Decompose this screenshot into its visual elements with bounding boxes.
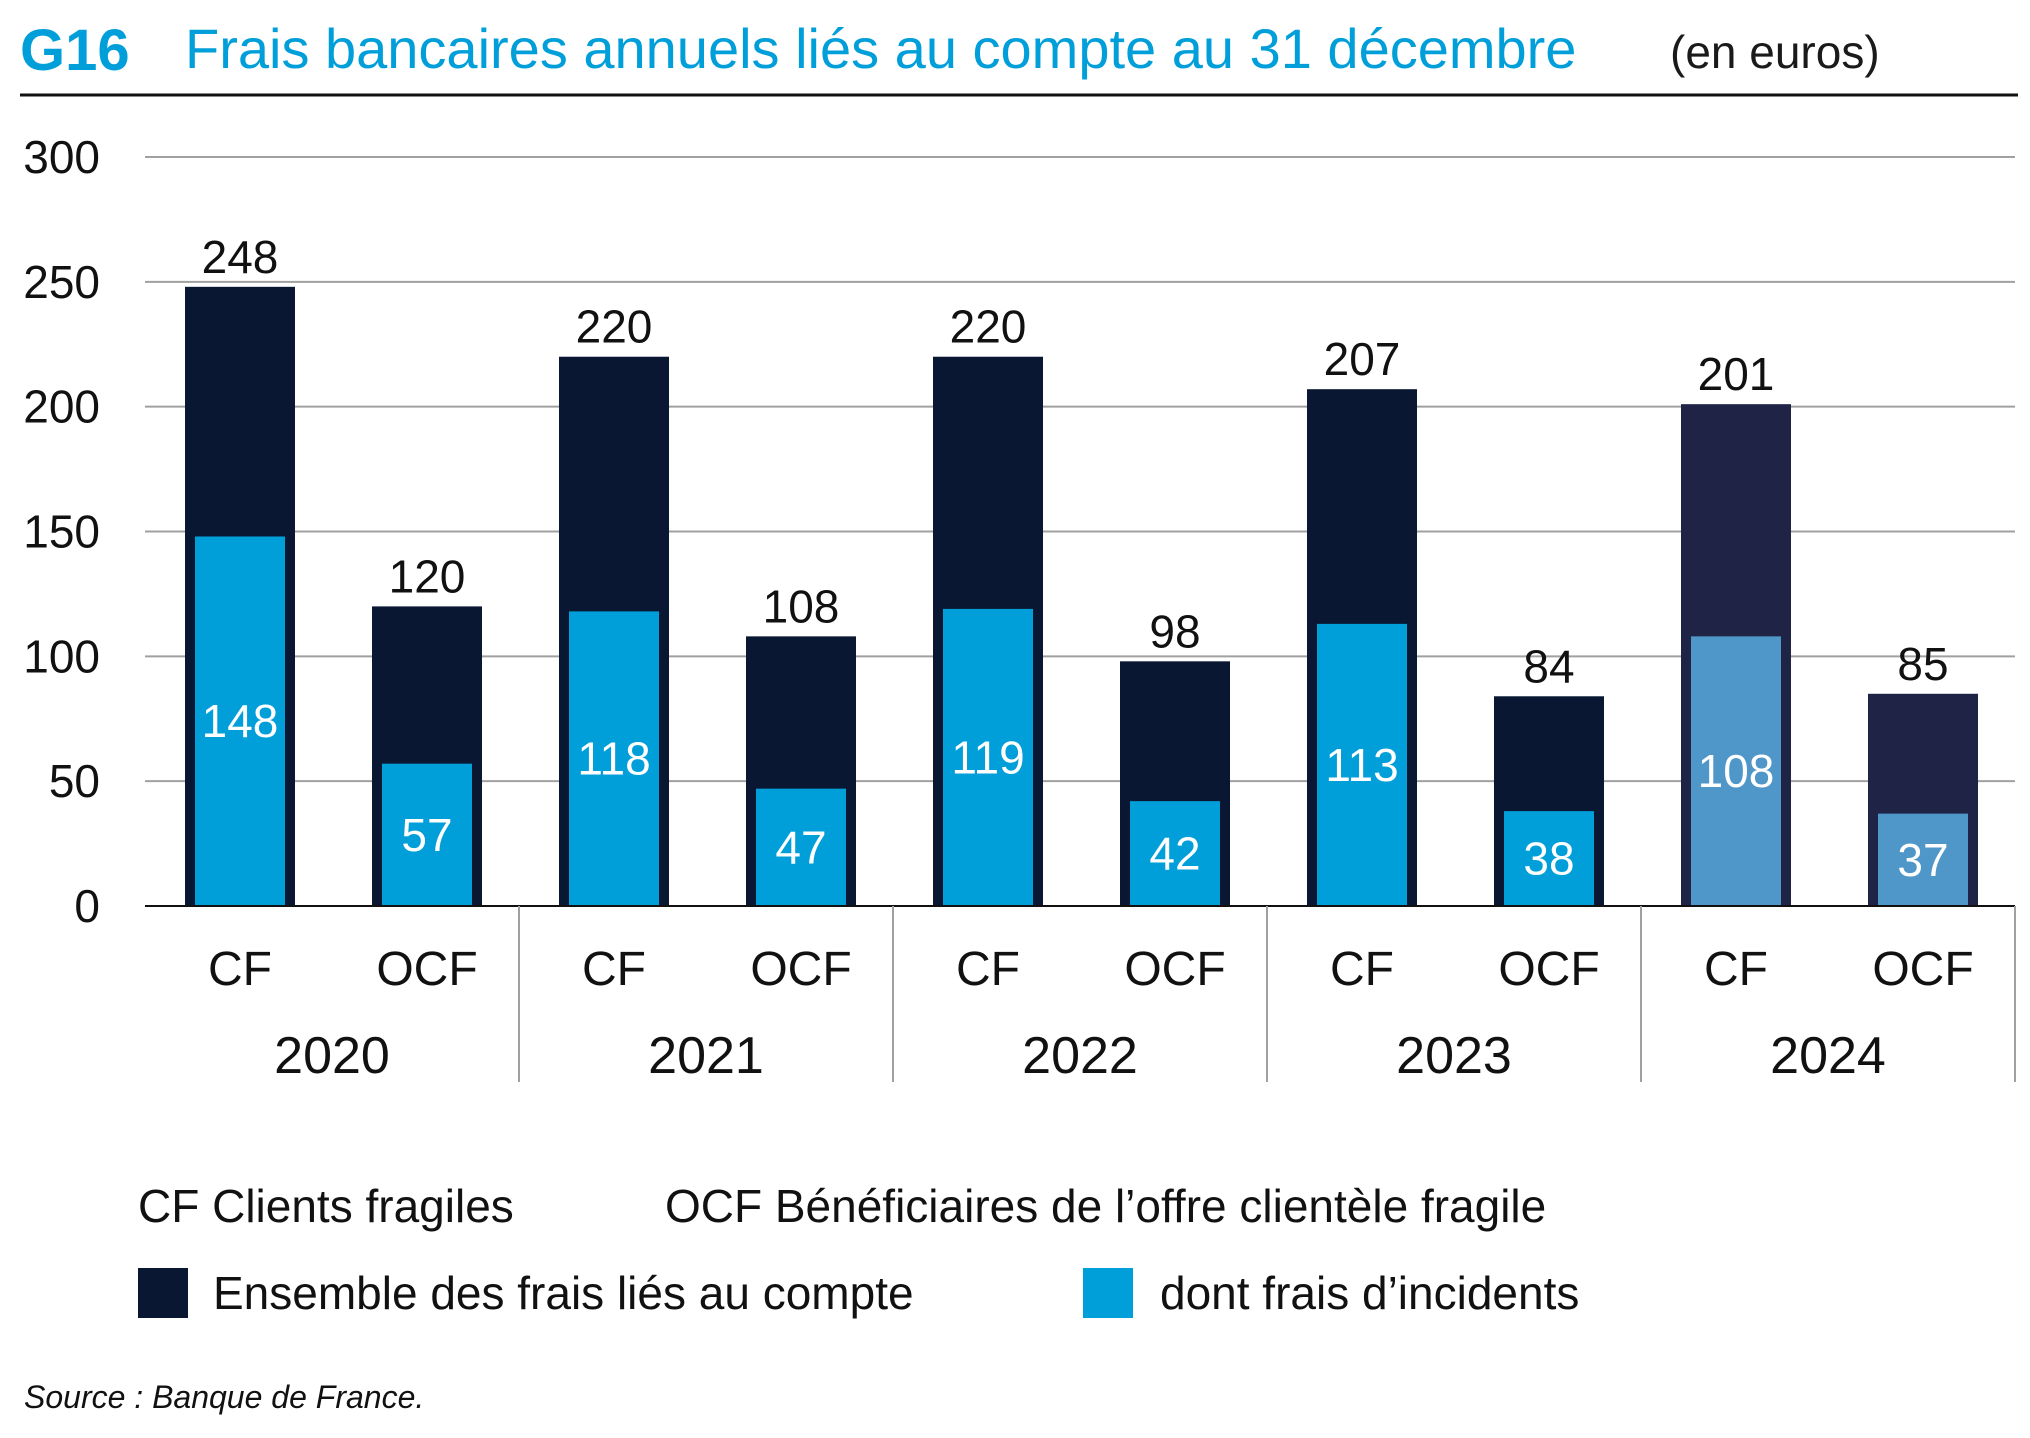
y-tick-label: 200 bbox=[23, 381, 100, 433]
y-tick-label: 50 bbox=[49, 755, 100, 807]
x-category-label: OCF bbox=[1124, 943, 1225, 996]
label-total-2023-cf: 207 bbox=[1324, 333, 1401, 385]
x-category-label: OCF bbox=[1498, 943, 1599, 996]
bar-incidents-2024-ocf bbox=[1878, 813, 1968, 906]
y-tick-label: 250 bbox=[23, 256, 100, 308]
x-year-label: 2021 bbox=[648, 1027, 764, 1085]
y-tick-label: 300 bbox=[23, 131, 100, 183]
bars bbox=[185, 286, 1978, 906]
label-total-2022-ocf: 98 bbox=[1149, 605, 1200, 657]
bar-incidents-2024-cf bbox=[1691, 636, 1781, 906]
label-total-2024-ocf: 85 bbox=[1897, 638, 1948, 690]
bar-incidents-2022-ocf bbox=[1130, 801, 1220, 906]
y-tick-label: 100 bbox=[23, 630, 100, 682]
legend-abbrev-ocf: OCF Bénéficiaires de l’offre clientèle f… bbox=[665, 1180, 1546, 1232]
bar-incidents-2020-cf bbox=[195, 536, 285, 906]
legend: CF Clients fragiles OCF Bénéficiaires de… bbox=[138, 1180, 1579, 1319]
label-incidents-2021-ocf: 47 bbox=[775, 821, 826, 873]
legend-swatch-incidents bbox=[1083, 1268, 1133, 1318]
x-category-label: CF bbox=[1330, 943, 1394, 996]
label-total-2020-ocf: 120 bbox=[389, 550, 466, 602]
label-total-2021-ocf: 108 bbox=[763, 580, 840, 632]
bar-incidents-2023-ocf bbox=[1504, 811, 1594, 906]
x-category-label: CF bbox=[956, 943, 1020, 996]
x-year-label: 2024 bbox=[1770, 1027, 1886, 1085]
legend-swatch-total bbox=[138, 1268, 188, 1318]
legend-label-incidents: dont frais d’incidents bbox=[1160, 1267, 1579, 1319]
label-incidents-2021-cf: 118 bbox=[577, 733, 650, 785]
y-tick-label: 150 bbox=[23, 506, 100, 558]
label-total-2023-ocf: 84 bbox=[1523, 640, 1574, 692]
x-category-label: OCF bbox=[750, 943, 851, 996]
bar-incidents-2021-ocf bbox=[756, 788, 846, 906]
chart-code: G16 bbox=[20, 18, 130, 83]
label-incidents-2022-cf: 119 bbox=[951, 731, 1024, 783]
label-total-2020-cf: 248 bbox=[202, 231, 279, 283]
y-tick-label: 0 bbox=[74, 880, 100, 932]
label-incidents-2024-cf: 108 bbox=[1698, 745, 1775, 797]
x-category-label: CF bbox=[1704, 943, 1768, 996]
x-category-label: OCF bbox=[376, 943, 477, 996]
x-year-label: 2023 bbox=[1396, 1027, 1512, 1085]
label-incidents-2023-cf: 113 bbox=[1325, 739, 1398, 791]
source-note: Source : Banque de France. bbox=[24, 1379, 424, 1415]
bar-incidents-2021-cf bbox=[569, 611, 659, 906]
y-axis-ticks: 0 50 100 150 200 250 300 bbox=[23, 131, 100, 932]
chart-title: Frais bancaires annuels liés au compte a… bbox=[185, 17, 1576, 80]
label-incidents-2020-ocf: 57 bbox=[401, 809, 452, 861]
x-category-label: CF bbox=[582, 943, 646, 996]
legend-label-total: Ensemble des frais liés au compte bbox=[213, 1267, 914, 1319]
x-year-label: 2022 bbox=[1022, 1027, 1138, 1085]
x-category-label: OCF bbox=[1872, 943, 1973, 996]
label-incidents-2023-ocf: 38 bbox=[1523, 833, 1574, 885]
label-total-2022-cf: 220 bbox=[950, 301, 1027, 353]
x-year-label: 2020 bbox=[274, 1027, 390, 1085]
label-incidents-2022-ocf: 42 bbox=[1149, 828, 1200, 880]
label-incidents-2024-ocf: 37 bbox=[1897, 834, 1948, 886]
x-category-label: CF bbox=[208, 943, 272, 996]
chart-unit: (en euros) bbox=[1670, 26, 1880, 78]
bar-incidents-2023-cf bbox=[1317, 623, 1407, 906]
data-labels: 248 148 120 57 220 118 108 47 220 119 98 42 207 113 84… bbox=[202, 231, 1949, 886]
label-total-2021-cf: 220 bbox=[576, 301, 653, 353]
bar-incidents-2020-ocf bbox=[382, 763, 472, 906]
label-incidents-2020-cf: 148 bbox=[202, 695, 279, 747]
legend-abbrev-cf: CF Clients fragiles bbox=[138, 1180, 514, 1232]
label-total-2024-cf: 201 bbox=[1698, 348, 1775, 400]
bar-incidents-2022-cf bbox=[943, 608, 1033, 906]
